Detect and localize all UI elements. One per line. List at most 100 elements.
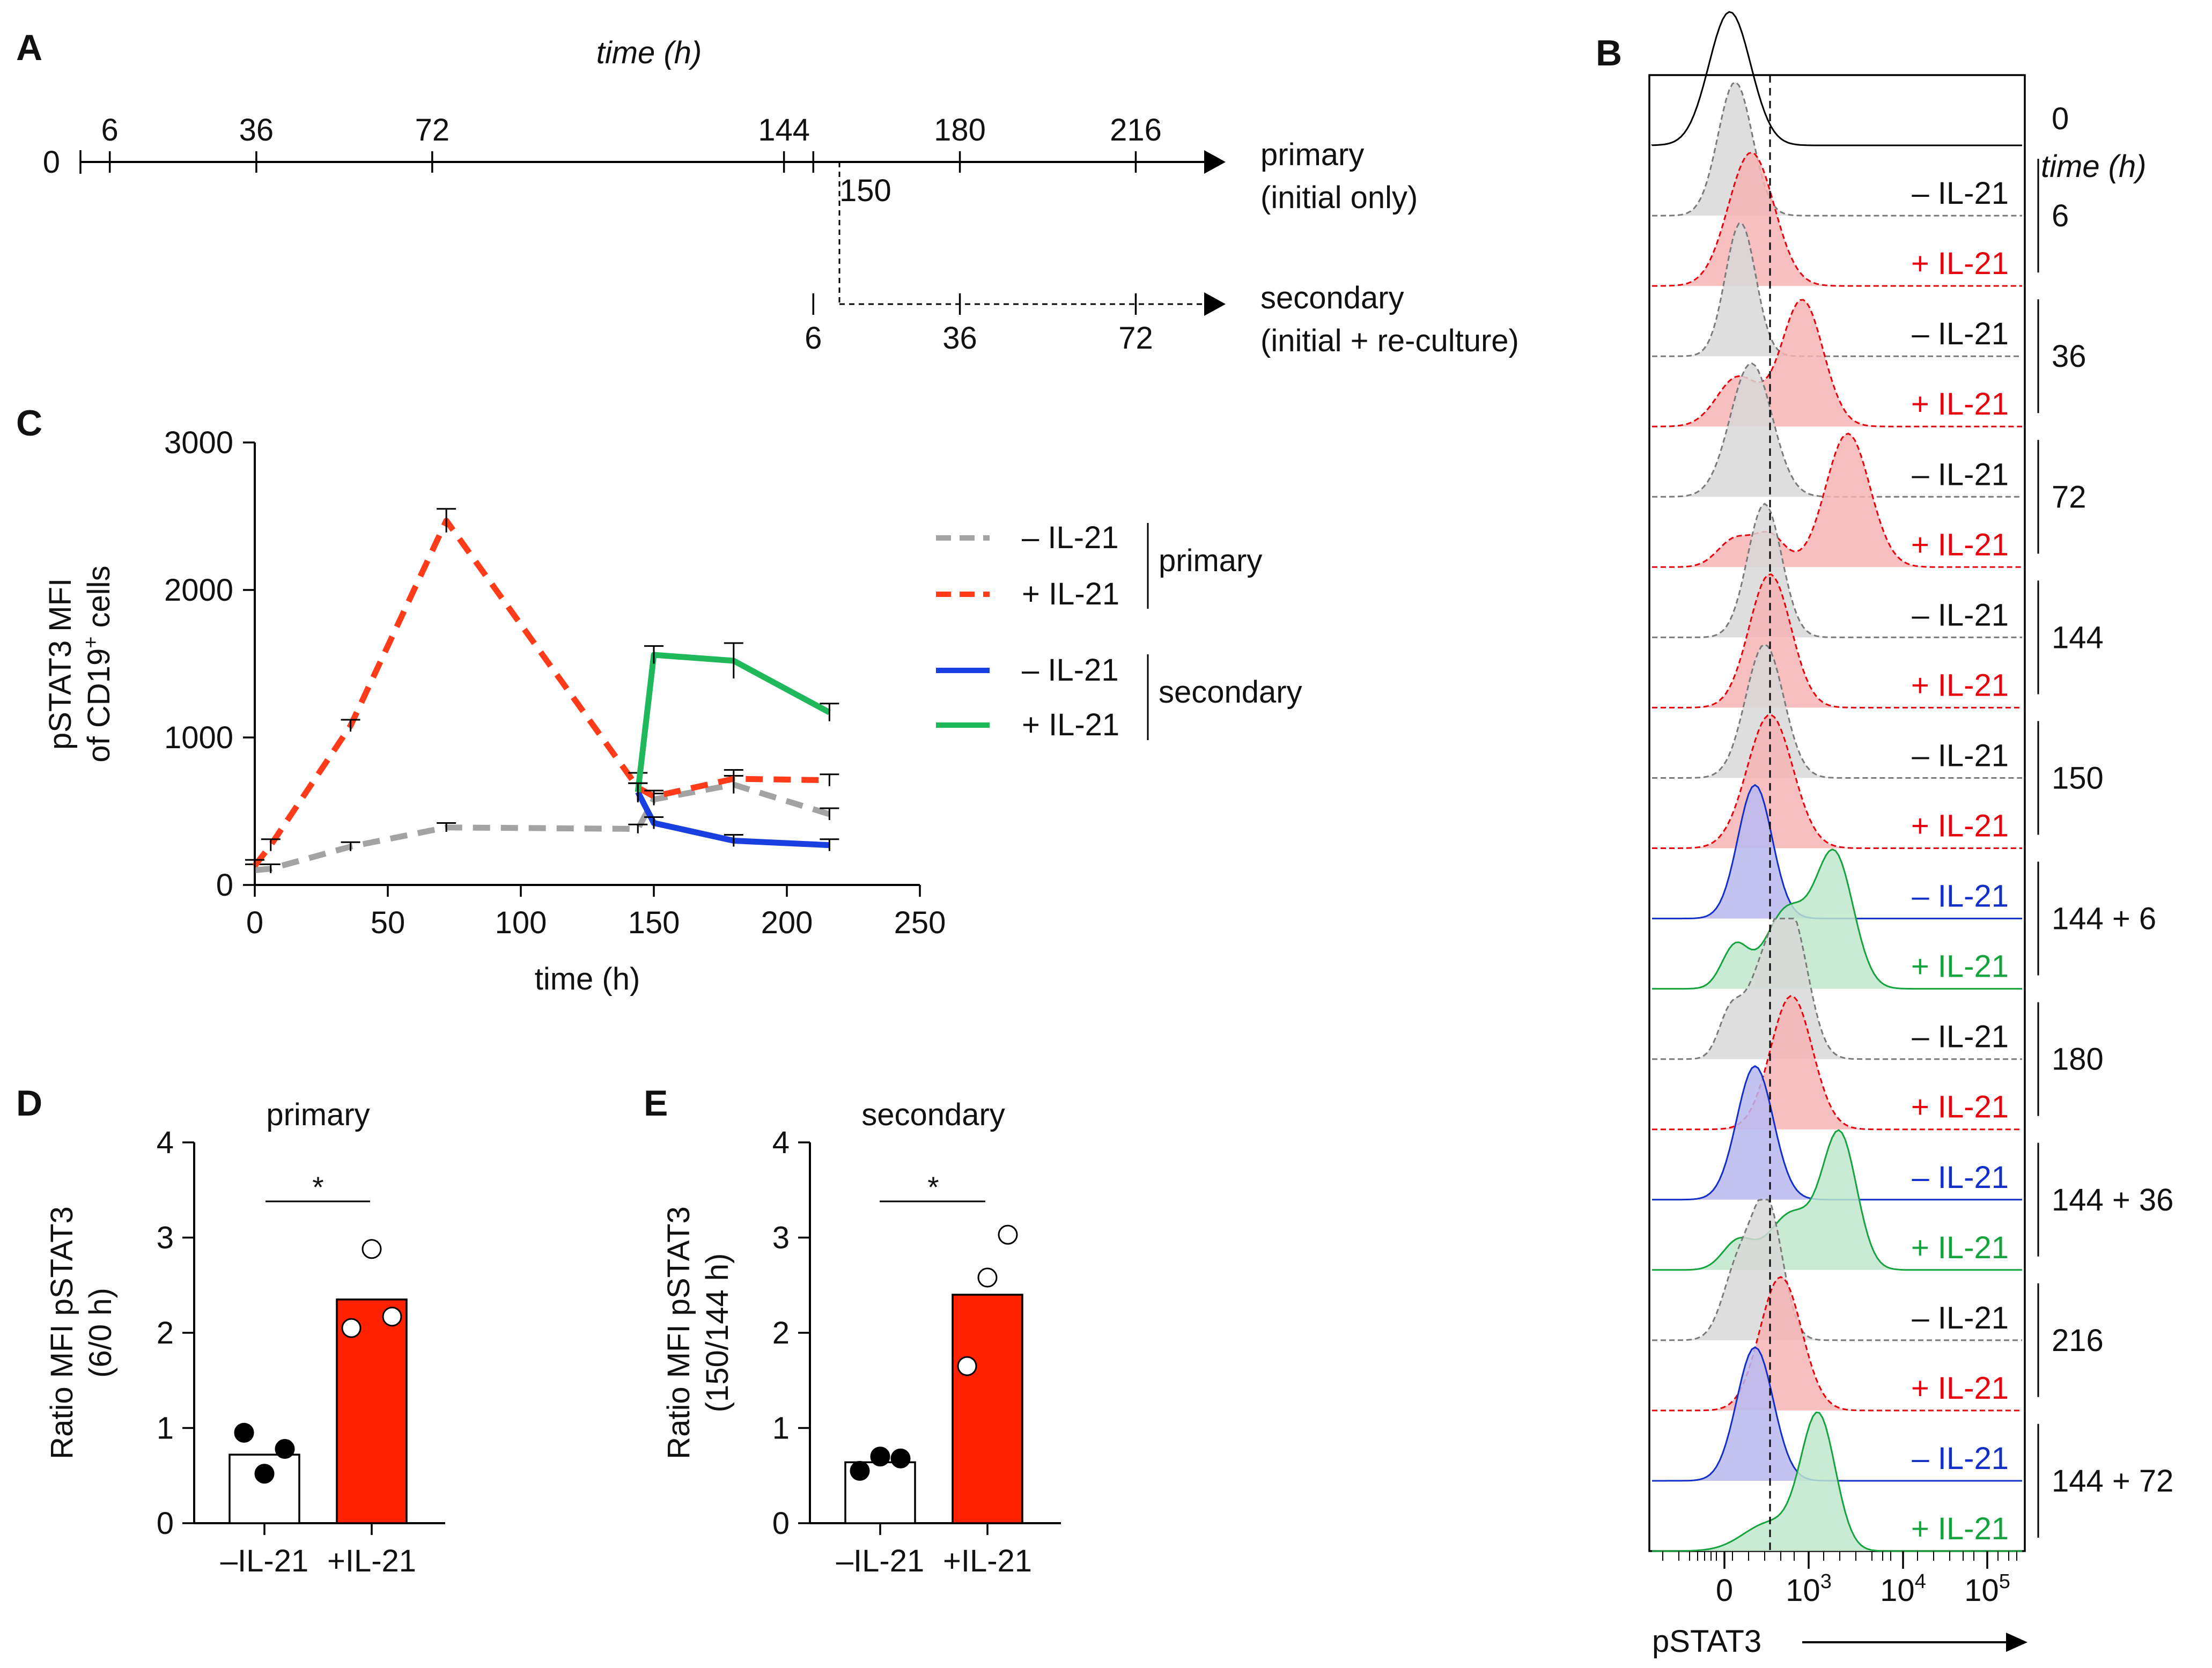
histogram-group-label-9: 216	[2052, 1323, 2104, 1358]
histogram-group-label-4: 144	[2052, 620, 2104, 655]
line-chart-y-label: pSTAT3 MFI of CD19+ cells	[43, 565, 116, 762]
bar-d-marks: 0 1 2 3 4 –IL-21 +IL-21	[157, 1125, 416, 1578]
bar-e-y-tick-label-1: 1	[772, 1411, 790, 1446]
histogram-lane-13	[1652, 918, 2022, 1060]
bar-e-point-1-1	[977, 1267, 998, 1288]
histogram-lane-label-11: – IL-21	[1912, 879, 2009, 914]
c-x-tick-label-5: 250	[894, 905, 946, 940]
bar-e-y-tick-label-3: 3	[772, 1221, 790, 1256]
secondary-tick-label-2: 72	[1118, 321, 1153, 356]
primary-tick-label-4: 180	[934, 113, 986, 147]
series-plus-primary-errorbar-0	[245, 859, 264, 872]
primary-tick-label-1: 36	[239, 113, 274, 147]
bar-e-y-tick-label-2: 2	[772, 1316, 790, 1350]
primary-arrow-head	[1204, 150, 1226, 174]
histogram-lane-labels: – IL-21 + IL-21 – IL-21 + IL-21 – IL-21 + IL-…	[1911, 176, 2009, 1546]
primary-tick-group: 6 36 72 144 180 216	[101, 113, 1162, 173]
series-plus-primary-errorbar-1	[261, 838, 281, 851]
secondary-sublabel: (initial + re-culture)	[1260, 323, 1519, 358]
histogram-group-label-5: 150	[2052, 761, 2104, 795]
series-minus-secondary-errorbar-1	[644, 816, 663, 829]
histogram-time-header: time (h)	[2041, 149, 2147, 184]
legend-label-minus-primary: – IL-21	[1022, 520, 1119, 555]
timeline-tick-150: 150	[839, 173, 891, 208]
histogram-lane-20	[1652, 1411, 2022, 1552]
histogram-group-label-3: 72	[2052, 479, 2086, 514]
bar-e-y-label-line1: Ratio MFI pSTAT3	[661, 1206, 696, 1459]
histogram-lane-label-14: + IL-21	[1911, 1090, 2009, 1125]
series-plus-primary-errorbar-6	[724, 769, 743, 788]
timeline-zero-label: 0	[43, 145, 60, 180]
secondary-label: secondary	[1260, 281, 1404, 315]
bar-e-bar-1	[952, 1294, 1023, 1524]
histogram-lane-8	[1652, 573, 2022, 708]
c-x-tick-label-4: 200	[761, 905, 813, 940]
c-x-tick-label-2: 100	[495, 905, 547, 940]
histogram-lane-label-10: + IL-21	[1911, 809, 2009, 844]
histogram-group-label-10: 144 + 72	[2052, 1464, 2173, 1499]
histogram-x-tick-label-2: 104	[1880, 1570, 1926, 1608]
histogram-lane-label-18: + IL-21	[1911, 1371, 2009, 1406]
histogram-lane-16	[1652, 1129, 2022, 1271]
histogram-x-tick-label-3: 105	[1964, 1570, 2010, 1608]
series-plus-secondary-errorbar-0	[628, 782, 648, 801]
bar-d-y-tick-label-0: 0	[157, 1506, 174, 1541]
histogram-x-label: pSTAT3	[1652, 1624, 1761, 1659]
histogram-lane-18	[1652, 1276, 2022, 1412]
histogram-lane-label-8: + IL-21	[1911, 668, 2009, 703]
y-label-sup: +	[80, 637, 102, 648]
y-label-line1: pSTAT3 MFI	[43, 578, 78, 750]
series-plus-secondary-errorbar-2	[724, 642, 743, 678]
histogram-lanes	[1651, 11, 2022, 1552]
panel-letter-c: C	[16, 403, 42, 444]
bar-d-y-tick-label-3: 3	[157, 1221, 174, 1256]
histogram-lane-label-4: + IL-21	[1911, 387, 2009, 422]
histogram-panel: – IL-21 + IL-21 – IL-21 + IL-21 – IL-21 + IL-…	[1648, 11, 2173, 1659]
bar-e-point-0-1	[870, 1446, 890, 1467]
secondary-tick-label-1: 36	[942, 321, 977, 356]
histogram-group-label-8: 144 + 36	[2052, 1183, 2173, 1217]
legend-group-secondary: secondary	[1159, 675, 1302, 710]
bar-e-point-0-2	[890, 1448, 911, 1468]
bar-d-y-label: Ratio MFI pSTAT3 (6/0 h)	[45, 1206, 118, 1459]
c-x-tick-label-3: 150	[628, 905, 680, 940]
c-x-tick-label-0: 0	[246, 905, 263, 940]
c-y-tick-label-2: 2000	[164, 573, 233, 608]
c-y-tick-label-1: 1000	[164, 720, 233, 755]
histogram-group-label-7: 180	[2052, 1042, 2104, 1077]
series-plus-secondary-errorbar-3	[820, 703, 839, 721]
histogram-lane-6	[1652, 432, 2022, 568]
bar-e-significance: *	[927, 1170, 939, 1204]
bar-e-x-tick-label-1: +IL-21	[943, 1544, 1032, 1578]
timeline-title: time (h)	[596, 35, 702, 70]
panel-letter-e: E	[644, 1083, 668, 1124]
bar-chart-d-title: primary	[266, 1097, 370, 1132]
series-plus-primary-errorbar-3	[437, 508, 456, 533]
primary-sublabel: (initial only)	[1260, 180, 1418, 215]
c-y-tick-label-3: 3000	[164, 425, 233, 460]
series-minus-primary-errorbar-1	[261, 863, 281, 873]
histogram-lane-label-16: + IL-21	[1911, 1230, 2009, 1265]
histogram-lane-label-9: – IL-21	[1912, 738, 2009, 773]
histogram-lane-label-5: – IL-21	[1912, 457, 2009, 492]
histogram-lane-17	[1652, 1199, 2022, 1341]
histogram-x-tick-label-1: 103	[1786, 1570, 1832, 1608]
bar-d-y-label-line2: (6/0 h)	[83, 1288, 118, 1378]
series-plus-secondary-line	[635, 652, 831, 793]
legend-label-minus-secondary: – IL-21	[1022, 653, 1119, 688]
histogram-lane-9	[1652, 643, 2022, 779]
histogram-lane-3	[1652, 223, 2022, 357]
line-chart-panel: 0 50 100 150 200 250 0 1000 2000 3000 pSTAT3 MFI …	[43, 425, 1302, 997]
bar-e-x-tick-label-0: –IL-21	[836, 1544, 924, 1578]
c-x-tick-label-1: 50	[371, 905, 405, 940]
line-chart-x-label: time (h)	[535, 962, 640, 997]
histogram-lane-label-19: – IL-21	[1912, 1441, 2009, 1476]
bar-d-point-0-1	[254, 1464, 275, 1484]
y-label-line2: of CD19+ cells	[80, 565, 116, 762]
histogram-lane-0	[1651, 11, 2022, 146]
histogram-group-labels: 0 6 36 72 144 150 144 + 6 180 144 + 36 216 144 + 7…	[2037, 101, 2173, 1538]
series-minus-secondary-errorbar-2	[724, 834, 743, 847]
bar-e-y-tick-label-0: 0	[772, 1506, 790, 1541]
histogram-lane-label-15: – IL-21	[1912, 1160, 2009, 1195]
